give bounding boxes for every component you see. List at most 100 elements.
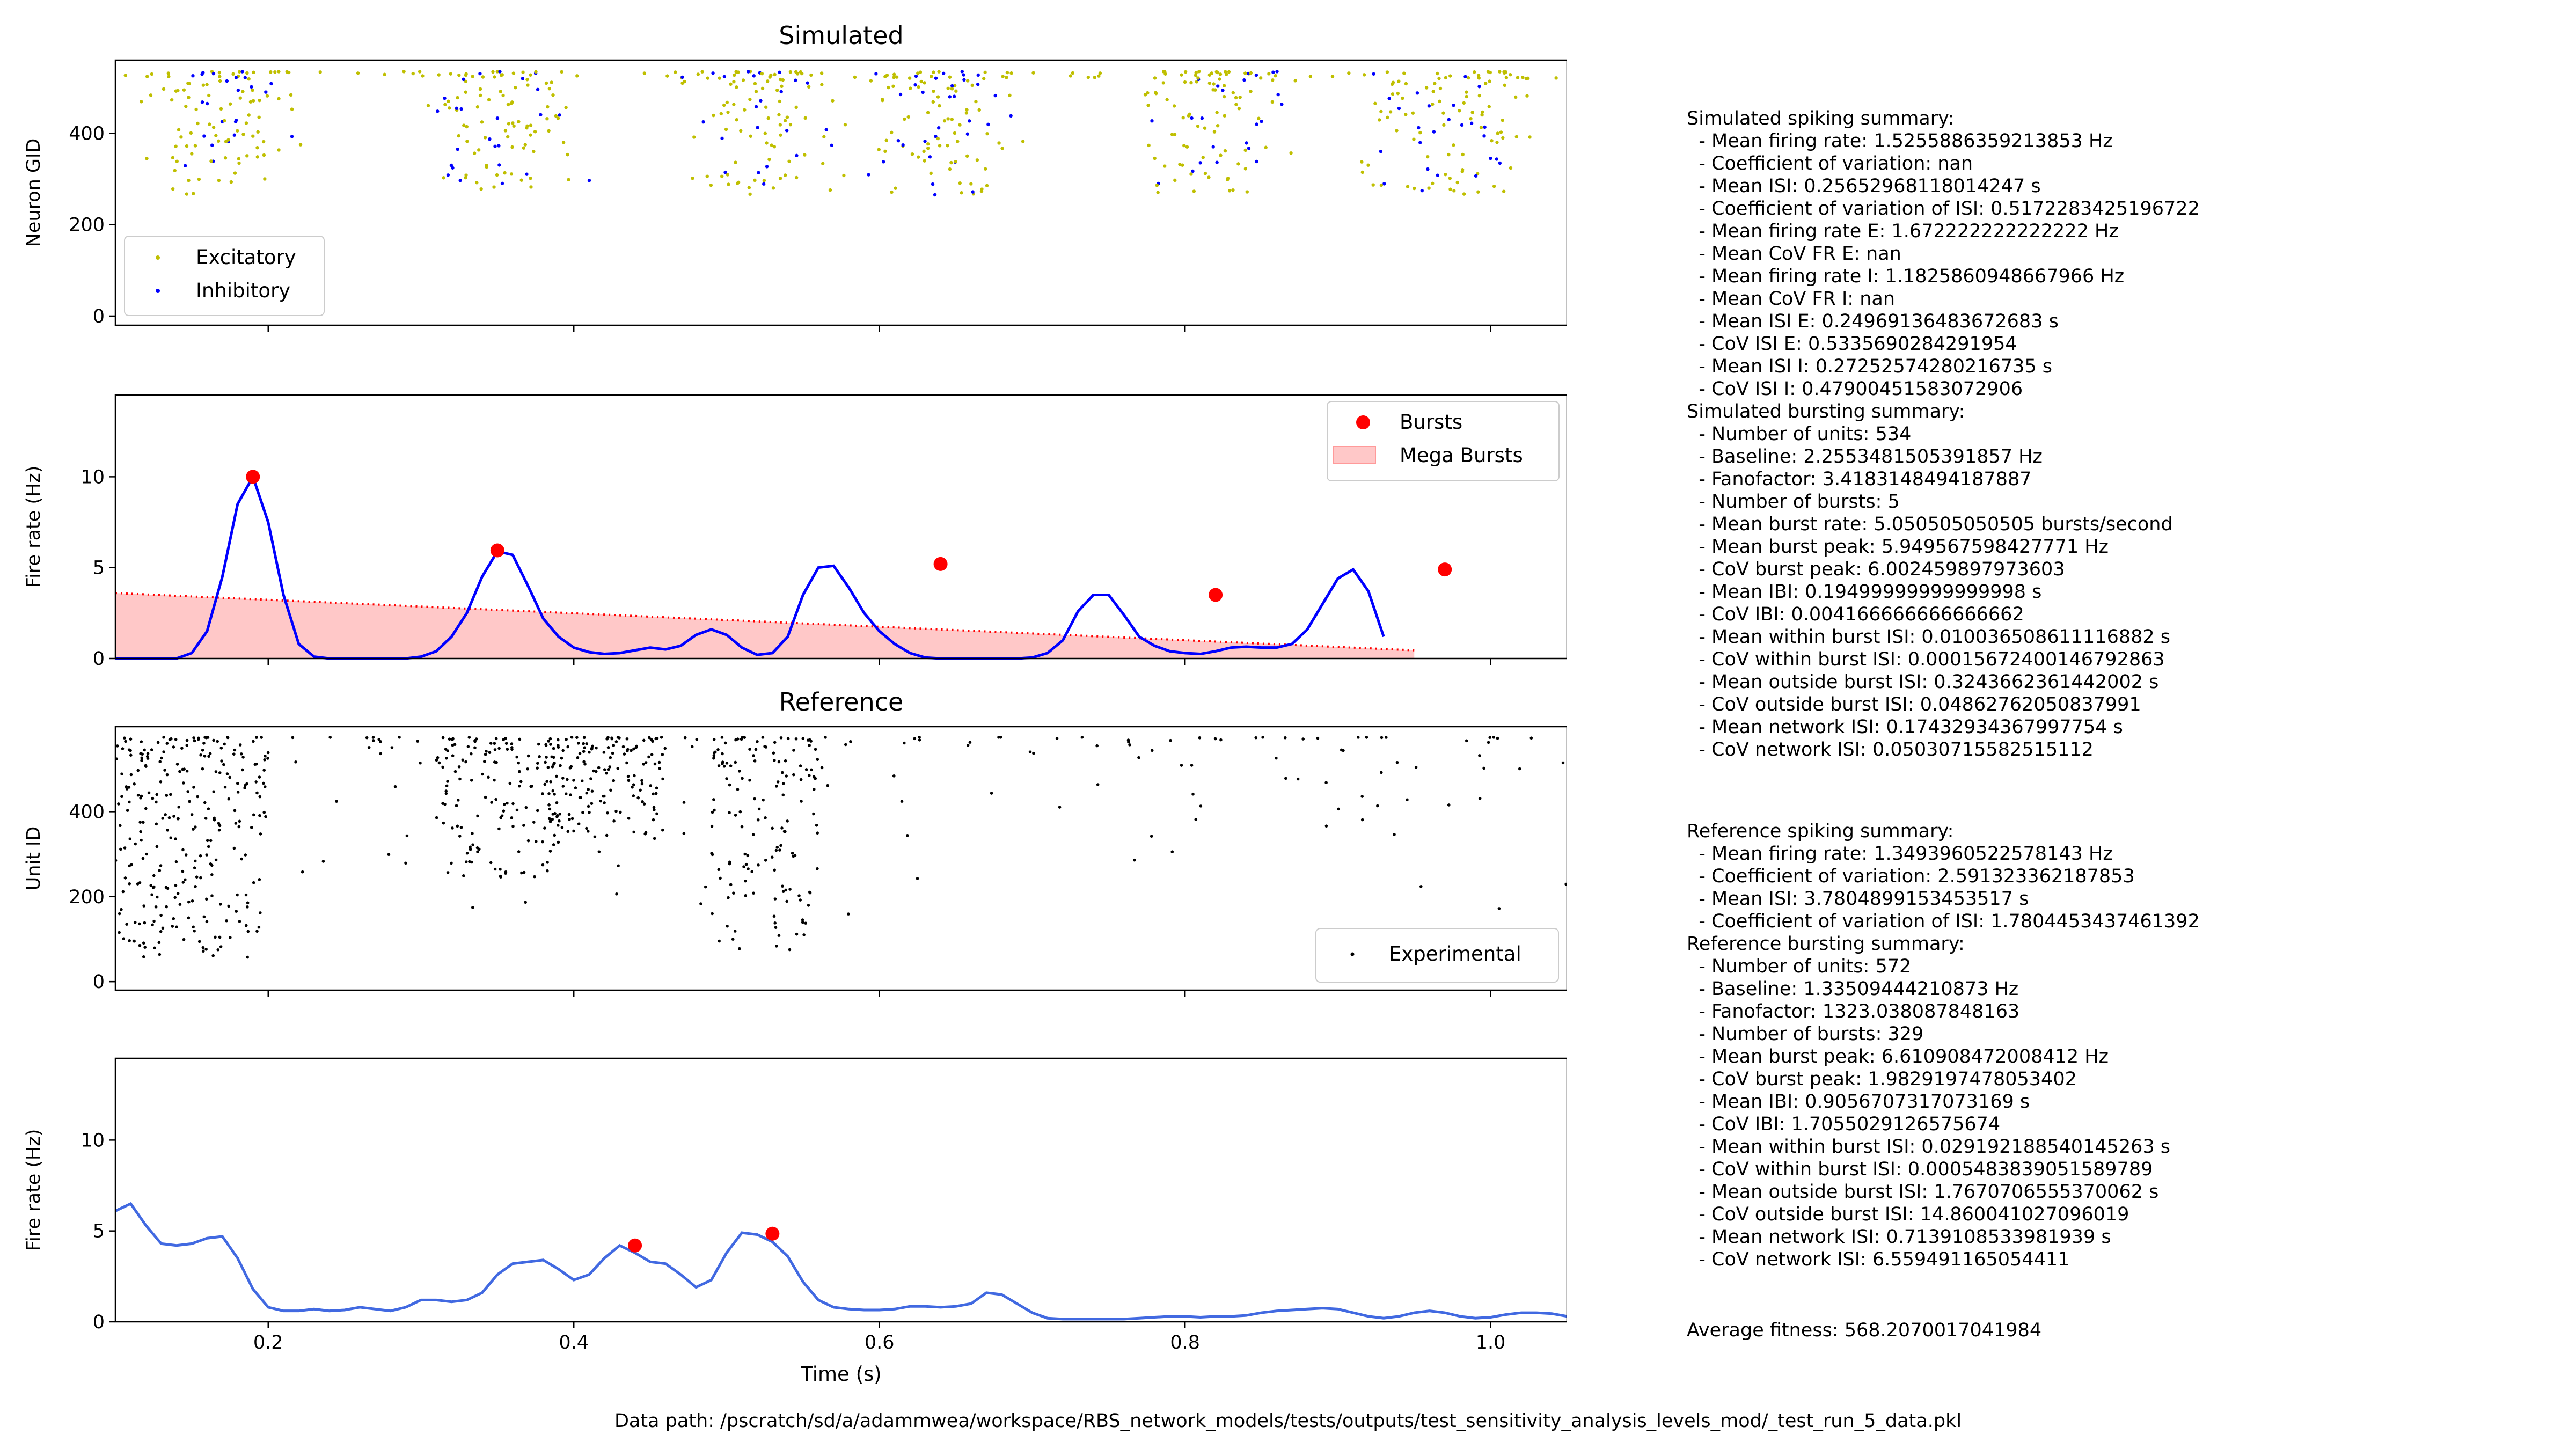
inhibitory-spike (1436, 173, 1440, 177)
spike-dot (788, 888, 792, 891)
spike-dot (682, 801, 686, 804)
spike-dot (723, 741, 727, 745)
excitatory-spike (891, 84, 895, 88)
inhibitory-spike (236, 88, 240, 92)
excitatory-spike (229, 180, 233, 184)
spike-dot (722, 765, 726, 768)
spike-dot (775, 945, 778, 948)
excitatory-spike (443, 103, 447, 106)
spike-dot (193, 866, 196, 869)
spike-dot (185, 738, 189, 742)
spike-dot (244, 924, 248, 927)
spike-dot (903, 741, 906, 745)
spike-dot (140, 838, 143, 842)
inhibitory-spike (250, 85, 253, 89)
excitatory-spike (273, 70, 277, 74)
summary-line: - Mean firing rate: 1.3493960522578143 H… (1687, 843, 2113, 865)
excitatory-spike (1274, 74, 1277, 78)
excitatory-spike (550, 80, 553, 84)
excitatory-spike (932, 70, 935, 74)
spike-dot (142, 904, 145, 908)
inhibitory-spike (587, 179, 591, 182)
excitatory-spike (149, 93, 153, 97)
firing-rate-line (115, 1202, 1567, 1321)
spike-dot (219, 945, 223, 948)
spike-dot (544, 760, 547, 764)
excitatory-spike (1267, 72, 1271, 76)
spike-dot (1419, 884, 1423, 888)
summary-line: Simulated bursting summary: (1687, 401, 1965, 422)
excitatory-spike (298, 143, 303, 147)
inhibitory-spike (478, 71, 482, 76)
spike-dot (199, 753, 202, 757)
spike-dot (744, 879, 747, 883)
spike-dot (139, 796, 142, 800)
spike-dot (154, 905, 158, 909)
excitatory-spike (985, 131, 989, 136)
spike-dot (526, 754, 530, 758)
excitatory-spike (263, 177, 267, 181)
inhibitory-spike (1426, 167, 1430, 171)
excitatory-spike (442, 176, 445, 180)
spike-dot (810, 768, 813, 772)
spike-dot (244, 853, 247, 857)
excitatory-spike (729, 82, 733, 86)
spike-dot (578, 796, 582, 799)
spike-dot (546, 766, 550, 769)
inhibitory-spike (210, 143, 214, 147)
inhibitory-spike (200, 100, 204, 104)
spike-dot (159, 780, 163, 784)
spike-dot (451, 737, 455, 741)
spike-dot (121, 890, 125, 894)
inhibitory-spike (558, 113, 561, 117)
inhibitory-spike (778, 70, 781, 75)
excitatory-spike (1366, 163, 1370, 167)
excitatory-spike (277, 97, 281, 101)
inhibitory-spike (290, 135, 294, 138)
spike-dot (130, 863, 133, 867)
excitatory-spike (1433, 82, 1437, 85)
spike-dot (214, 858, 218, 862)
spike-dot (649, 784, 653, 787)
inhibitory-spike (754, 105, 758, 109)
spike-dot (546, 861, 549, 864)
spike-dot (219, 747, 223, 750)
excitatory-spike (483, 136, 487, 140)
spike-dot (204, 947, 208, 951)
spike-dot (549, 743, 552, 746)
spike-dot (690, 745, 694, 749)
inhibitory-spike (459, 107, 463, 111)
spike-dot (816, 831, 819, 835)
spike-dot (682, 832, 686, 835)
inhibitory-spike (711, 71, 715, 75)
spike-dot (178, 770, 181, 773)
excitatory-spike (1431, 181, 1435, 186)
excitatory-spike (980, 187, 984, 191)
excitatory-spike (1180, 73, 1183, 77)
excitatory-spike (1069, 74, 1073, 78)
inhibitory-spike (976, 82, 980, 86)
spike-dot (206, 839, 209, 843)
excitatory-spike (517, 120, 521, 123)
y-tick-label: 10 (80, 466, 105, 488)
spike-dot (142, 941, 145, 945)
excitatory-spike (1438, 86, 1443, 91)
excitatory-spike (803, 116, 807, 120)
excitatory-spike (252, 70, 255, 75)
spike-dot (588, 810, 591, 814)
spike-dot (744, 894, 748, 897)
spike-dot (605, 833, 609, 837)
spike-dot (774, 926, 778, 929)
excitatory-spike (201, 83, 206, 87)
inhibitory-spike (993, 93, 997, 98)
spike-dot (711, 853, 714, 857)
spike-dot (721, 762, 724, 765)
spike-dot (725, 762, 729, 765)
spike-dot (172, 815, 175, 818)
spike-dot (237, 825, 241, 829)
excitatory-spike (224, 140, 228, 143)
excitatory-spike (788, 70, 793, 74)
spike-dot (511, 824, 515, 828)
excitatory-spike (487, 98, 491, 102)
excitatory-spike (760, 86, 765, 91)
